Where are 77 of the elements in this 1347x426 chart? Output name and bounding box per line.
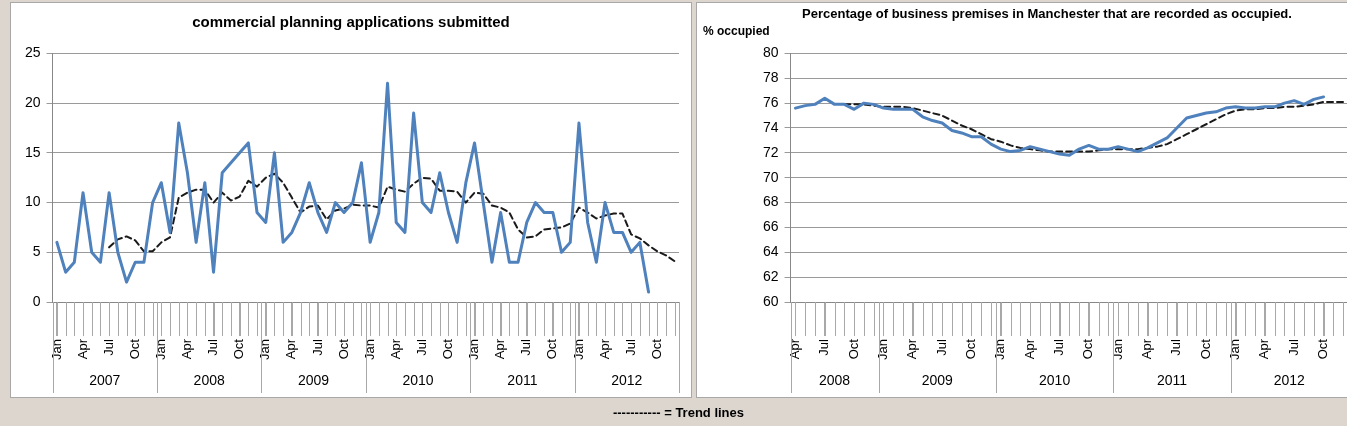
y-axis-title: % occupied (703, 24, 770, 38)
text: 2012 (611, 371, 643, 388)
text: 2007 (89, 371, 121, 388)
x-tick-label: Oct (1315, 338, 1331, 360)
x-tick-label: Jul (622, 338, 638, 356)
x-tick-label: Jul (1285, 338, 1301, 356)
x-tick-label: Oct (1080, 338, 1096, 360)
x-tick-label: Oct (440, 338, 456, 360)
x-tick-label: Jul (1168, 338, 1184, 356)
x-tick-label: Jan (466, 339, 482, 361)
x-tick-label: Jan (1109, 339, 1125, 361)
y-tick-label: 25 (24, 44, 41, 61)
x-tick-label: Oct (1197, 338, 1213, 360)
x-tick-label: Jul (518, 338, 534, 356)
x-tick-label: Jan (1227, 339, 1243, 361)
x-tick-label: Jul (816, 338, 832, 356)
x-tick-label: Oct (335, 338, 351, 360)
y-tick-label: 70 (762, 168, 779, 185)
x-tick-label: Jan (570, 339, 586, 361)
text: 2009 (298, 371, 330, 388)
x-tick-label: Apr (492, 338, 508, 360)
text: 2010 (402, 371, 434, 388)
text: 2012 (1273, 371, 1306, 388)
y-tick-label: 66 (762, 218, 779, 235)
y-tick-label: 62 (762, 268, 779, 285)
y-tick-label: 20 (24, 93, 41, 110)
text: 2009 (921, 371, 954, 388)
x-tick-label: Apr (1021, 338, 1037, 360)
x-tick-label: Apr (596, 338, 612, 360)
x-tick-label: Apr (283, 338, 299, 360)
x-tick-label: Apr (387, 338, 403, 360)
x-tick-label: Jul (309, 338, 325, 356)
x-tick-label: Apr (179, 338, 195, 360)
text: 2008 (819, 371, 851, 388)
x-tick-label: Oct (963, 338, 979, 360)
chart-title: commercial planning applications submitted (191, 13, 511, 31)
x-tick-label: Jul (413, 338, 429, 356)
x-tick-label: Jul (1051, 338, 1067, 356)
x-tick-label: Oct (845, 338, 861, 360)
x-tick-label: Jan (48, 339, 64, 361)
y-tick-label: 74 (762, 118, 779, 135)
x-tick-label: Oct (126, 338, 142, 360)
line-series (108, 172, 676, 263)
y-tick-label: 78 (762, 69, 779, 86)
y-tick-label: 0 (32, 292, 41, 309)
text: 2010 (1039, 371, 1071, 388)
chart-title: Percentage of business premises in Manchester that are recorded as occupied. (801, 5, 1293, 23)
y-tick-label: 80 (762, 44, 779, 61)
y-tick-label: 60 (762, 292, 779, 309)
x-tick-label: Jan (992, 339, 1008, 361)
y-tick-label: 5 (32, 243, 41, 260)
x-tick-label: Oct (231, 338, 247, 360)
y-tick-label: 72 (762, 143, 779, 160)
text: 2011 (507, 371, 538, 388)
x-tick-label: Jul (205, 338, 221, 356)
x-tick-label: Jan (257, 339, 273, 361)
x-tick-label: Jul (100, 338, 116, 356)
text: 2011 (1156, 371, 1188, 388)
y-tick-label: 10 (24, 193, 41, 210)
x-tick-label: Apr (1139, 338, 1155, 360)
x-tick-label: Apr (74, 338, 90, 360)
x-tick-label: Apr (1256, 338, 1272, 360)
y-tick-label: 64 (762, 243, 779, 260)
y-tick-label: 76 (762, 93, 779, 110)
y-tick-label: 68 (762, 193, 779, 210)
x-tick-label: Jan (875, 339, 891, 361)
text: ----------- = Trend lines (611, 404, 746, 422)
x-tick-label: Jan (152, 339, 168, 361)
y-tick-label: 15 (24, 143, 41, 160)
text: 2008 (193, 371, 225, 388)
x-tick-label: Apr (787, 338, 803, 360)
x-tick-label: Oct (544, 338, 560, 360)
x-tick-label: Oct (648, 338, 664, 360)
x-tick-label: Jan (361, 339, 377, 361)
line-series (843, 100, 1345, 153)
x-tick-label: Apr (904, 338, 920, 360)
x-tick-label: Jul (933, 338, 949, 356)
